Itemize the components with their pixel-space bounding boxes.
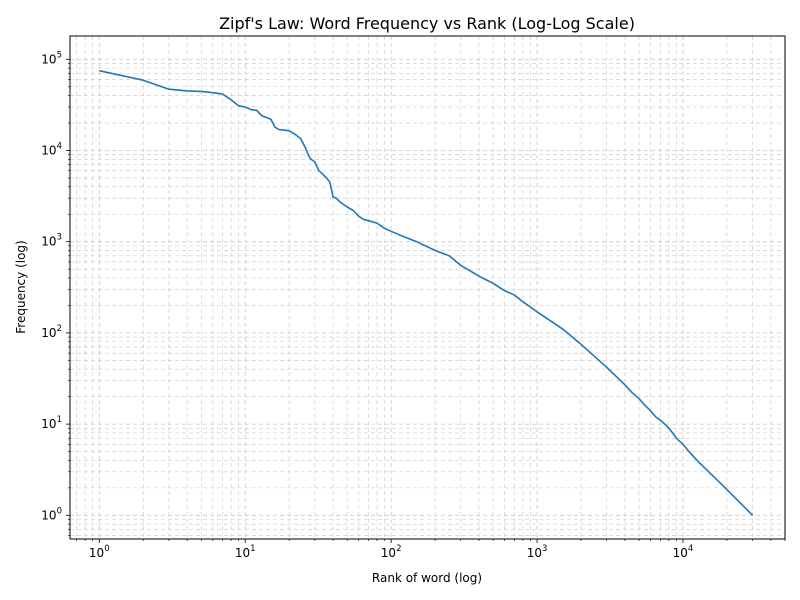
y-axis-label: Frequency (log) <box>14 240 28 333</box>
y-tick-label: 105 <box>41 50 62 66</box>
series-layer <box>99 69 754 516</box>
x-tick-label: 103 <box>527 544 548 560</box>
y-tick-label: 101 <box>41 415 62 431</box>
x-axis-label: Rank of word (log) <box>372 571 482 585</box>
y-tick-label: 100 <box>41 506 62 522</box>
y-tick-label: 102 <box>41 324 62 340</box>
x-tick-label: 100 <box>89 544 110 560</box>
x-tick-label: 102 <box>381 544 402 560</box>
x-tick-label: 104 <box>673 544 694 560</box>
ticks: 100 101 102 103 104 100 101 102 103 104 105 <box>41 50 786 560</box>
series-line-0 <box>99 69 754 516</box>
y-tick-label: 104 <box>41 141 62 157</box>
plot-frame <box>69 35 786 540</box>
chart-title: Zipf's Law: Word Frequency vs Rank (Log-… <box>219 14 635 33</box>
y-tick-label: 103 <box>41 233 62 249</box>
x-tick-label: 101 <box>235 544 256 560</box>
